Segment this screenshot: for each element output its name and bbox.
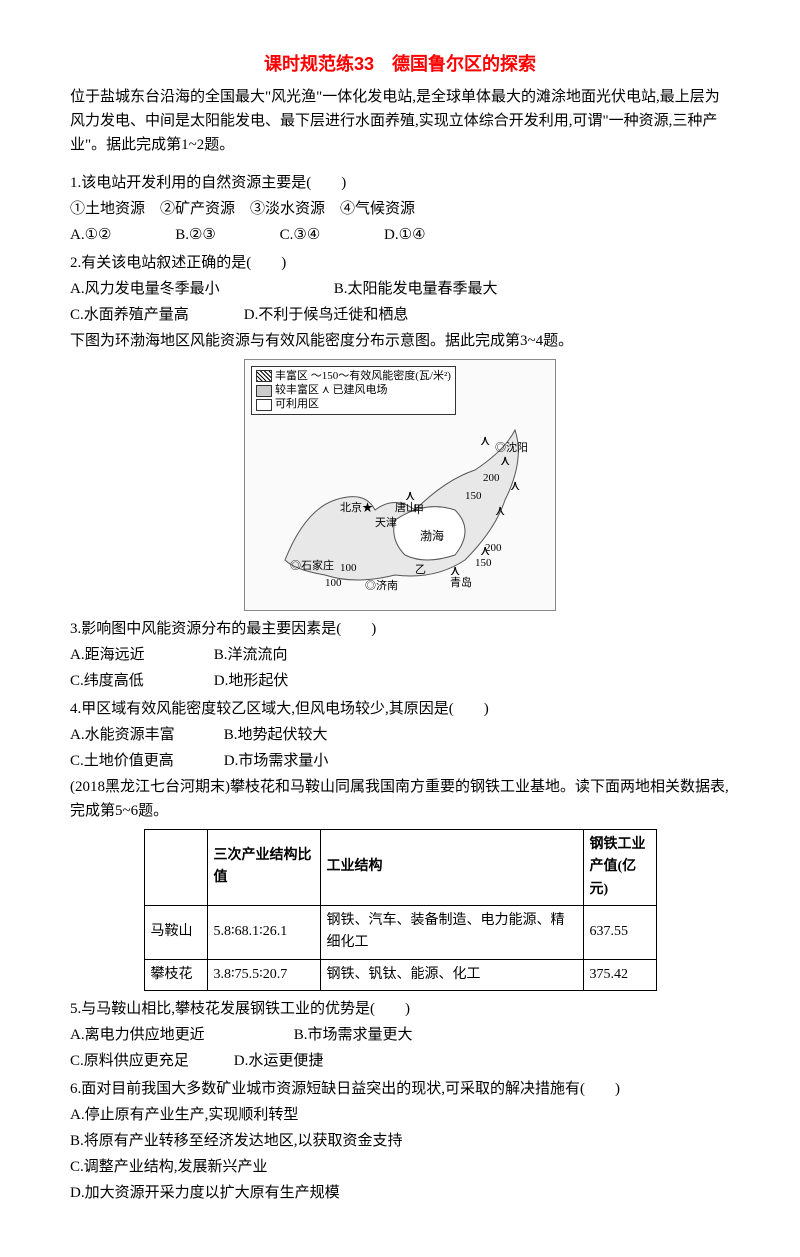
cell-city-2: 攀枝花 — [144, 959, 207, 990]
cell-struct-1: 钢铁、汽车、装备制造、电力能源、精细化工 — [320, 905, 583, 959]
num-100b: 100 — [325, 575, 342, 593]
city-tianjin: 天津 — [375, 515, 397, 533]
q5-opt-b: B.市场需求量更大 — [294, 1027, 413, 1043]
q2-row2: C.水面养殖产量高 D.不利于候鸟迁徙和栖息 — [70, 303, 730, 327]
city-shijiazhuang: ◎石家庄 — [290, 558, 334, 576]
bohai-label: 渤海 — [420, 528, 444, 543]
q4-row2: C.土地价值更高 D.市场需求量小 — [70, 749, 730, 773]
cell-val-1: 637.55 — [583, 905, 656, 959]
svg-text:⋏: ⋏ — [510, 477, 520, 493]
city-jinan: ◎济南 — [365, 578, 398, 596]
intro-2: 下图为环渤海地区风能资源与有效风能密度分布示意图。据此完成第3~4题。 — [70, 329, 730, 353]
cell-ratio-1: 5.8∶68.1∶26.1 — [207, 905, 320, 959]
city-shenyang: ◎沈阳 — [495, 440, 528, 458]
q5-opt-c: C.原料供应更充足 — [70, 1049, 230, 1073]
q1-stem: 1.该电站开发利用的自然资源主要是( ) — [70, 171, 730, 195]
th-val: 钢铁工业产值(亿元) — [583, 829, 656, 905]
q1-items: ①土地资源 ②矿产资源 ③淡水资源 ④气候资源 — [70, 197, 730, 221]
data-table: 三次产业结构比值 工业结构 钢铁工业产值(亿元) 马鞍山 5.8∶68.1∶26… — [144, 829, 657, 991]
q3-row2: C.纬度高低 D.地形起伏 — [70, 669, 730, 693]
exercise-title: 课时规范练33 德国鲁尔区的探索 — [70, 50, 730, 79]
q4-stem: 4.甲区域有效风能密度较乙区域大,但风电场较少,其原因是( ) — [70, 697, 730, 721]
q5-row2: C.原料供应更充足 D.水运更便捷 — [70, 1049, 730, 1073]
q1-opt-c: C.③④ — [280, 223, 321, 247]
table-row: 马鞍山 5.8∶68.1∶26.1 钢铁、汽车、装备制造、电力能源、精细化工 6… — [144, 905, 656, 959]
q2-row1: A.风力发电量冬季最小 B.太阳能发电量春季最大 — [70, 277, 730, 301]
q3-opt-d: D.地形起伏 — [214, 673, 289, 689]
q5-stem: 5.与马鞍山相比,攀枝花发展钢铁工业的优势是( ) — [70, 997, 730, 1021]
q2-stem: 2.有关该电站叙述正确的是( ) — [70, 251, 730, 275]
intro-3: (2018黑龙江七台河期末)攀枝花和马鞍山同属我国南方重要的钢铁工业基地。读下面… — [70, 775, 730, 823]
q6-opt-c: C.调整产业结构,发展新兴产业 — [70, 1155, 730, 1179]
q3-row1: A.距海远近 B.洋流流向 — [70, 643, 730, 667]
q1-opt-b: B.②③ — [175, 223, 216, 247]
num-150b: 150 — [475, 555, 492, 573]
q6-opt-b: B.将原有产业转移至经济发达地区,以获取资金支持 — [70, 1129, 730, 1153]
q1-opt-d: D.①④ — [384, 223, 425, 247]
q2-opt-b: B.太阳能发电量春季最大 — [334, 281, 498, 297]
q5-row1: A.离电力供应地更近 B.市场需求量更大 — [70, 1023, 730, 1047]
q3-stem: 3.影响图中风能资源分布的最主要因素是( ) — [70, 617, 730, 641]
q3-opt-a: A.距海远近 — [70, 643, 210, 667]
map-figure: 丰富区 ～150～有效风能密度(瓦/米²) 较丰富区 ⋏ 已建风电场 可利用区 … — [244, 359, 556, 611]
q4-opt-d: D.市场需求量小 — [224, 753, 329, 769]
q4-opt-c: C.土地价值更高 — [70, 749, 220, 773]
cell-val-2: 375.42 — [583, 959, 656, 990]
svg-text:⋏: ⋏ — [480, 432, 490, 448]
label-yi: 乙 — [415, 562, 426, 580]
q4-opt-a: A.水能资源丰富 — [70, 723, 220, 747]
q1-opt-a: A.①② — [70, 223, 111, 247]
q3-opt-b: B.洋流流向 — [214, 647, 288, 663]
svg-text:⋏: ⋏ — [495, 502, 505, 518]
q5-opt-d: D.水运更便捷 — [234, 1053, 324, 1069]
q2-opt-d: D.不利于候鸟迁徙和栖息 — [244, 307, 409, 323]
q2-opt-a: A.风力发电量冬季最小 — [70, 277, 330, 301]
q5-opt-a: A.离电力供应地更近 — [70, 1023, 290, 1047]
q4-row1: A.水能资源丰富 B.地势起伏较大 — [70, 723, 730, 747]
table-row: 攀枝花 3.8∶75.5∶20.7 钢铁、钒钛、能源、化工 375.42 — [144, 959, 656, 990]
num-200a: 200 — [483, 470, 500, 488]
cell-ratio-2: 3.8∶75.5∶20.7 — [207, 959, 320, 990]
q1-options: A.①② B.②③ C.③④ D.①④ — [70, 223, 730, 247]
q6-opt-a: A.停止原有产业生产,实现顺利转型 — [70, 1103, 730, 1127]
q3-opt-c: C.纬度高低 — [70, 669, 210, 693]
th-blank — [144, 829, 207, 905]
q2-opt-c: C.水面养殖产量高 — [70, 303, 240, 327]
table-header-row: 三次产业结构比值 工业结构 钢铁工业产值(亿元) — [144, 829, 656, 905]
city-qingdao: 青岛 — [450, 575, 472, 593]
num-150a: 150 — [465, 488, 482, 506]
num-100a: 100 — [340, 560, 357, 578]
th-ratio: 三次产业结构比值 — [207, 829, 320, 905]
label-jia: 甲 — [413, 502, 424, 520]
th-struct: 工业结构 — [320, 829, 583, 905]
q6-stem: 6.面对目前我国大多数矿业城市资源短缺日益突出的现状,可采取的解决措施有( ) — [70, 1077, 730, 1101]
city-beijing: 北京★ — [340, 500, 373, 518]
q6-opt-d: D.加大资源开采力度以扩大原有生产规模 — [70, 1181, 730, 1205]
q4-opt-b: B.地势起伏较大 — [224, 727, 328, 743]
intro-1: 位于盐城东台沿海的全国最大"风光渔"一体化发电站,是全球单体最大的滩涂地面光伏电… — [70, 85, 730, 157]
cell-city-1: 马鞍山 — [144, 905, 207, 959]
cell-struct-2: 钢铁、钒钛、能源、化工 — [320, 959, 583, 990]
